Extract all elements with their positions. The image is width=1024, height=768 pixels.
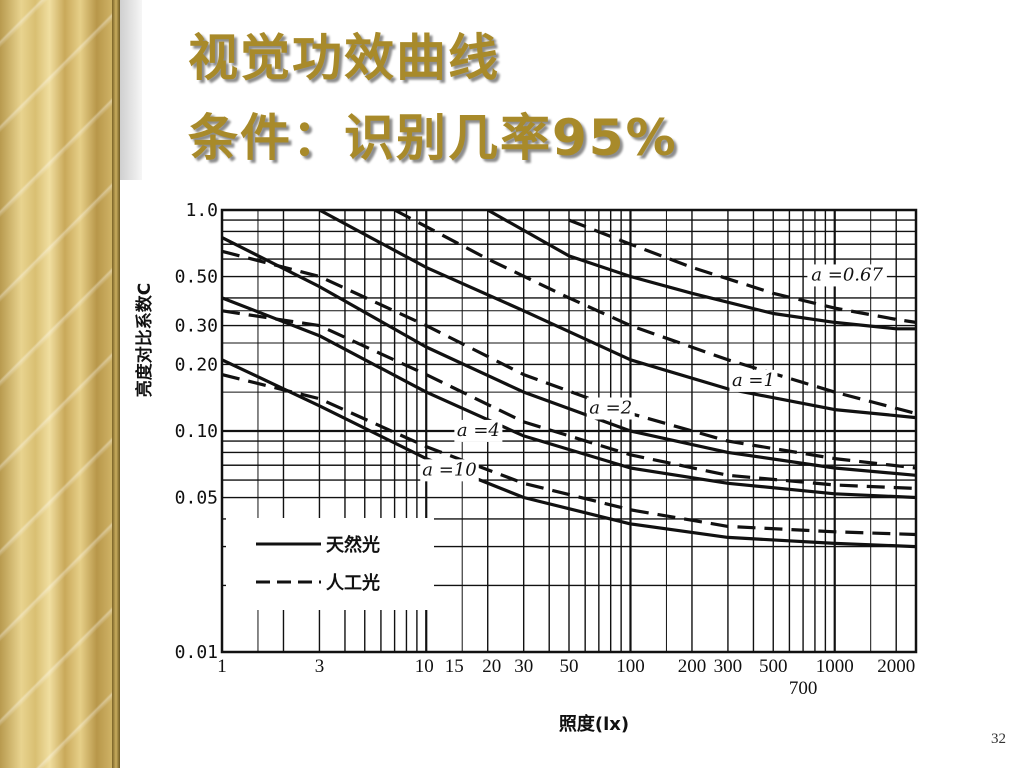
- curve-a-0-67-dashed: [568, 218, 916, 324]
- curve-label-bg: [807, 264, 887, 287]
- x-tick-label: 20: [482, 656, 501, 677]
- y-axis-title: 亮度对比系数C: [134, 283, 155, 397]
- curve-a-1-solid: [318, 210, 916, 420]
- chart-curve-labels: a =0.67 a =1 a =2 a =4 a =10: [420, 264, 887, 482]
- y-tick-label: 0.50: [175, 267, 218, 288]
- x-tick-label: 10: [415, 656, 434, 677]
- decorative-side-edge: [112, 0, 120, 768]
- x-tick-label: 50: [560, 656, 579, 677]
- curve-label: a =0.67: [811, 264, 883, 285]
- x-tick-label: 1: [217, 656, 227, 677]
- x-axis-title: 照度(lx): [559, 713, 629, 735]
- y-tick-label: 0.01: [175, 642, 218, 663]
- legend-label: 人工光: [326, 572, 380, 594]
- legend-box: [226, 518, 434, 610]
- slide-title: 视觉功效曲线: [188, 29, 500, 87]
- chart-curves: [222, 210, 916, 549]
- x-tick-label: 30: [514, 656, 533, 677]
- x-tick-label: 3: [315, 656, 325, 677]
- y-tick-label: 1.0: [185, 200, 218, 221]
- curve-label: a =2: [589, 398, 632, 419]
- curve-a-10-solid: [222, 358, 916, 549]
- x-tick-label: 500: [759, 656, 788, 677]
- curve-label: a =4: [457, 420, 500, 441]
- x-tick-label: 100: [616, 656, 645, 677]
- curve-a-10-dashed: [222, 373, 916, 537]
- y-tick-label: 0.20: [175, 354, 218, 375]
- x-tick-label: 2000: [877, 656, 915, 677]
- curve-label-bg: [586, 397, 635, 420]
- x-tick-label: 200: [678, 656, 707, 677]
- x-tick-label: 700: [789, 678, 818, 699]
- x-tick-label: 1000: [816, 656, 854, 677]
- curve-label-bg: [729, 369, 778, 392]
- y-tick-label: 0.30: [175, 316, 218, 337]
- y-tick-label: 0.10: [175, 421, 218, 442]
- x-tick-label: 15: [445, 656, 464, 677]
- curve-a-4-solid: [222, 296, 916, 500]
- page-number: 32: [991, 731, 1006, 747]
- curve-label-bg: [420, 459, 479, 482]
- curve-a-0-67-solid: [486, 210, 916, 331]
- slide-subtitle: 条件：识别几率95%: [188, 109, 678, 167]
- legend-label: 天然光: [326, 534, 380, 556]
- curve-a-2-solid: [222, 236, 916, 477]
- decorative-top-shade: [120, 0, 142, 180]
- decorative-side-bar: [0, 0, 118, 768]
- curve-label: a =1: [732, 370, 775, 391]
- x-tick-label: 300: [714, 656, 743, 677]
- curve-label: a =10: [422, 459, 476, 480]
- curve-label-bg: [454, 419, 503, 442]
- y-tick-label: 0.05: [175, 488, 218, 509]
- curve-a-2-dashed: [222, 249, 916, 470]
- curve-a-4-dashed: [222, 309, 916, 490]
